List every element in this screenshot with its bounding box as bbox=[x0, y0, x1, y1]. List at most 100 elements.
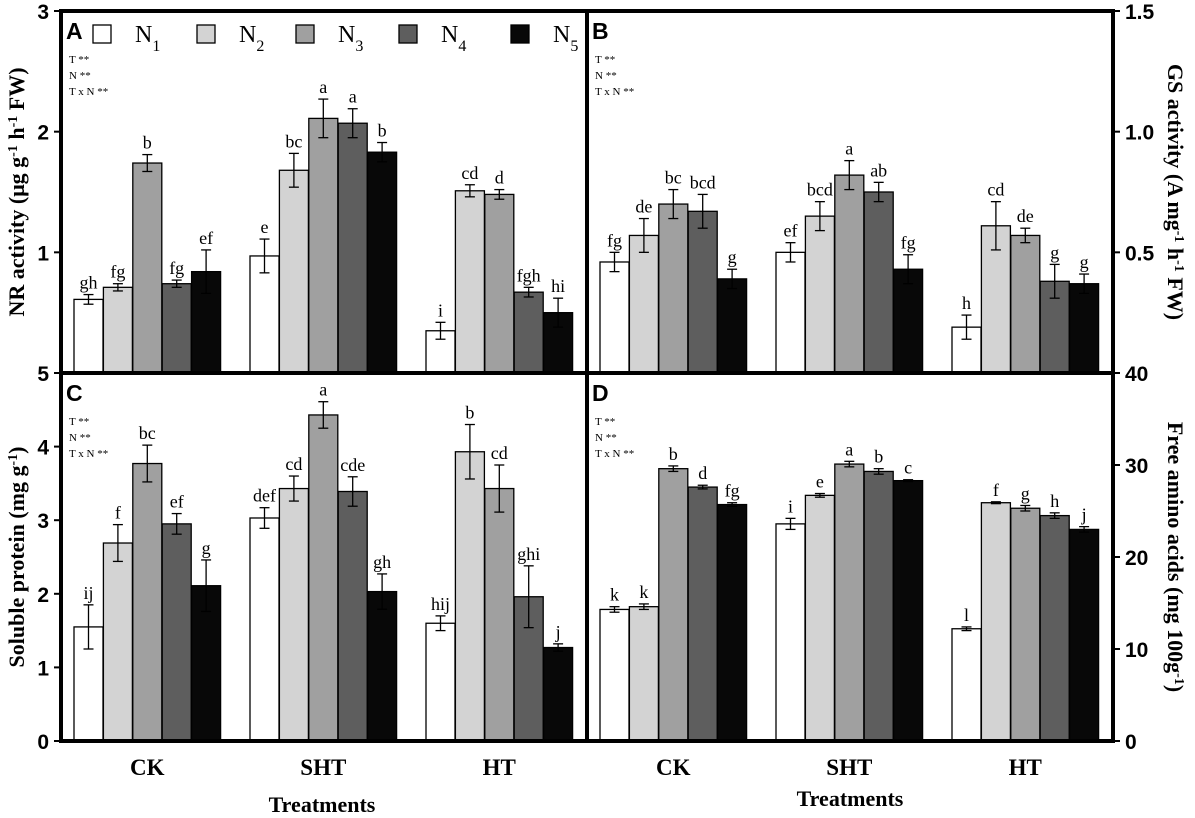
anova-significance: T ** bbox=[595, 416, 615, 428]
bar-c-ht-n2 bbox=[454, 451, 486, 742]
error-bar bbox=[553, 643, 564, 652]
y-axis-title-b: GS activity (A mg-1 h-1 FW) bbox=[1163, 64, 1188, 320]
bar-b-ck-n4 bbox=[687, 210, 718, 374]
bar-b-sht-n2 bbox=[804, 215, 836, 374]
bar-b-sht-n4 bbox=[863, 191, 894, 374]
error-bar bbox=[523, 286, 534, 298]
error-bar bbox=[903, 479, 914, 483]
significance-letter: cd bbox=[491, 443, 508, 463]
error-bar bbox=[553, 297, 564, 328]
significance-letter: h bbox=[962, 293, 971, 313]
error-bar bbox=[668, 188, 679, 220]
error-bar bbox=[873, 181, 884, 203]
panel-letter: C bbox=[66, 380, 83, 406]
bar-c-sht-n5 bbox=[366, 590, 398, 742]
anova-significance: N ** bbox=[69, 70, 91, 82]
legend-item-n3: N3 bbox=[295, 22, 363, 55]
legend-item-n4: N4 bbox=[398, 22, 466, 55]
bar-d-ck-n5 bbox=[716, 503, 748, 742]
y-tick-label: 30 bbox=[1125, 455, 1148, 478]
significance-letter: ef bbox=[199, 228, 213, 248]
significance-letter: a bbox=[845, 139, 853, 159]
bar-a-ck-n3 bbox=[132, 162, 163, 374]
legend-swatch bbox=[92, 24, 112, 44]
significance-letter: i bbox=[438, 300, 443, 320]
bar-a-sht-n5 bbox=[366, 151, 398, 374]
legend: N1 N2 N3 N4 N5 bbox=[92, 22, 578, 55]
significance-letter: cde bbox=[340, 455, 365, 475]
bar-d-ck-n4 bbox=[687, 486, 718, 742]
category-label: SHT bbox=[826, 755, 872, 780]
bar-b-ck-n1 bbox=[599, 261, 630, 374]
error-bar bbox=[697, 193, 708, 229]
error-bar bbox=[318, 401, 329, 429]
bar-b-sht-n3 bbox=[834, 174, 865, 374]
bar-c-sht-n1 bbox=[249, 517, 280, 742]
error-bar bbox=[668, 465, 679, 473]
error-bar bbox=[990, 201, 1001, 251]
error-bar bbox=[259, 507, 270, 529]
significance-letter: f bbox=[115, 503, 121, 523]
bar-b-ck-n5 bbox=[716, 278, 748, 374]
error-bar bbox=[609, 251, 620, 273]
bar-b-ck-n2 bbox=[628, 234, 660, 374]
y-tick-label: 3 bbox=[37, 510, 49, 533]
significance-letter: fgh bbox=[517, 265, 541, 285]
legend-item-n1: N1 bbox=[92, 22, 160, 55]
x-axis-title-left: Treatments bbox=[269, 792, 376, 817]
anova-significance: N ** bbox=[595, 432, 617, 444]
significance-letter: cd bbox=[987, 180, 1004, 200]
error-bar bbox=[1020, 227, 1031, 244]
error-bar bbox=[112, 283, 123, 292]
bar-d-sht-n3 bbox=[834, 463, 865, 742]
error-bar bbox=[464, 184, 475, 198]
significance-letter: fg bbox=[110, 262, 125, 282]
category-label: SHT bbox=[300, 755, 346, 780]
significance-letter: l bbox=[964, 605, 969, 625]
legend-label: N3 bbox=[338, 22, 363, 55]
significance-letter: g bbox=[202, 538, 211, 558]
anova-significance: T x N ** bbox=[595, 448, 634, 460]
bar-c-sht-n3 bbox=[308, 414, 339, 742]
error-bar bbox=[844, 159, 855, 191]
significance-letter: bcd bbox=[807, 180, 833, 200]
error-bar bbox=[435, 615, 446, 632]
bar-a-sht-n1 bbox=[249, 255, 280, 374]
bar-d-ck-n2 bbox=[628, 606, 660, 742]
error-bar bbox=[83, 293, 94, 305]
bar-d-ht-n3 bbox=[1010, 507, 1041, 742]
error-bar bbox=[638, 217, 649, 253]
y-tick-label: 10 bbox=[1125, 639, 1148, 662]
significance-letter: bc bbox=[285, 131, 302, 151]
y-tick-label: 2 bbox=[37, 122, 49, 145]
category-label: HT bbox=[1009, 755, 1042, 780]
significance-letter: ij bbox=[83, 583, 93, 603]
significance-letter: ghi bbox=[517, 544, 540, 564]
legend-label: N2 bbox=[239, 22, 264, 55]
error-bar bbox=[1049, 512, 1060, 520]
legend-swatch bbox=[398, 24, 418, 44]
y-tick-label: 1 bbox=[37, 657, 49, 680]
error-bar bbox=[347, 476, 358, 507]
panel-letter: B bbox=[592, 18, 609, 44]
significance-letter: b bbox=[465, 403, 474, 423]
error-bar bbox=[435, 321, 446, 340]
significance-letter: e bbox=[261, 217, 269, 237]
bar-d-sht-n4 bbox=[863, 470, 894, 742]
legend-item-n2: N2 bbox=[196, 22, 264, 55]
error-bar bbox=[609, 606, 620, 613]
error-bar bbox=[494, 188, 505, 200]
significance-letter: de bbox=[1017, 206, 1034, 226]
y-axis-title-a: NR activity (μg g-1 h-1 FW) bbox=[4, 67, 29, 316]
legend-item-n5: N5 bbox=[510, 22, 578, 55]
significance-letter: c bbox=[904, 458, 912, 478]
significance-letter: g bbox=[1080, 252, 1089, 272]
category-label: HT bbox=[483, 755, 516, 780]
significance-letter: d bbox=[698, 463, 707, 483]
error-bar bbox=[171, 512, 182, 535]
error-bar bbox=[259, 238, 270, 274]
anova-significance: T x N ** bbox=[595, 86, 634, 98]
